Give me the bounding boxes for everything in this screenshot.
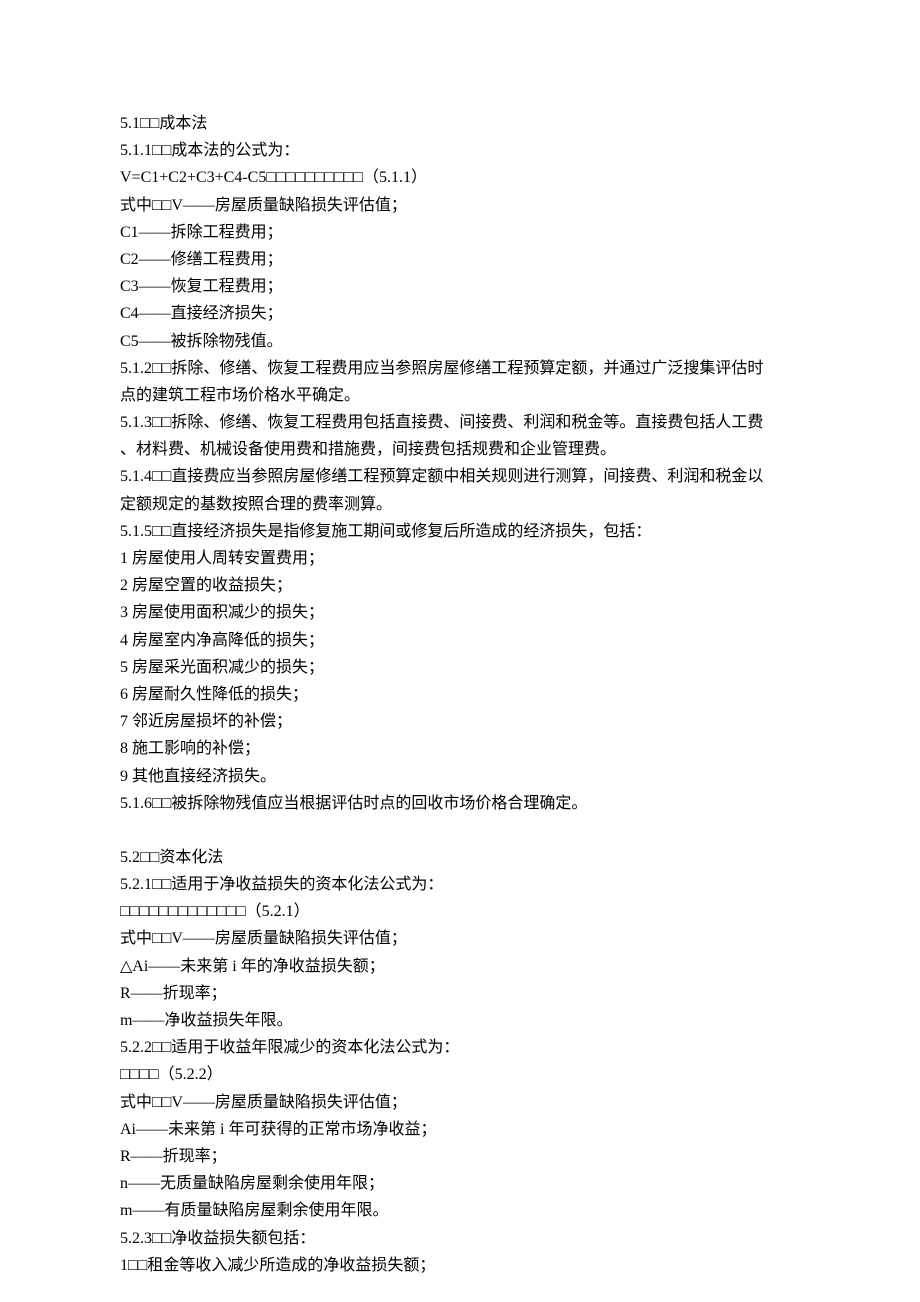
text-line: C4——直接经济损失； bbox=[120, 300, 800, 327]
text-line: 5.2.1□□适用于净收益损失的资本化法公式为： bbox=[120, 871, 800, 898]
text-line: 5.2□□资本化法 bbox=[120, 844, 800, 871]
text-line: 式中□□V——房屋质量缺陷损失评估值； bbox=[120, 925, 800, 952]
text-line: 2 房屋空置的收益损失； bbox=[120, 572, 800, 599]
text-line: 5.1□□成本法 bbox=[120, 110, 800, 137]
text-line: 5.2.2□□适用于收益年限减少的资本化法公式为： bbox=[120, 1034, 800, 1061]
text-line: R——折现率； bbox=[120, 980, 800, 1007]
text-line: 8 施工影响的补偿； bbox=[120, 735, 800, 762]
text-line: n——无质量缺陷房屋剩余使用年限； bbox=[120, 1170, 800, 1197]
text-line: 4 房屋室内净高降低的损失； bbox=[120, 627, 800, 654]
text-line: C2——修缮工程费用； bbox=[120, 246, 800, 273]
blank-line bbox=[120, 817, 800, 844]
text-line: m——有质量缺陷房屋剩余使用年限。 bbox=[120, 1197, 800, 1224]
text-line: 3 房屋使用面积减少的损失； bbox=[120, 599, 800, 626]
text-line: □□□□□□□□□□□□□（5.2.1） bbox=[120, 898, 800, 925]
text-line: 5.1.4□□直接费应当参照房屋修缮工程预算定额中相关规则进行测算，间接费、利润… bbox=[120, 463, 800, 490]
text-line: C1——拆除工程费用； bbox=[120, 219, 800, 246]
text-line: 、材料费、机械设备使用费和措施费，间接费包括规费和企业管理费。 bbox=[120, 436, 800, 463]
text-line: C3——恢复工程费用； bbox=[120, 273, 800, 300]
text-line: 1 房屋使用人周转安置费用； bbox=[120, 545, 800, 572]
text-line: 5.1.2□□拆除、修缮、恢复工程费用应当参照房屋修缮工程预算定额，并通过广泛搜… bbox=[120, 355, 800, 382]
text-line: 5 房屋采光面积减少的损失； bbox=[120, 654, 800, 681]
document-body: 5.1□□成本法5.1.1□□成本法的公式为：V=C1+C2+C3+C4-C5□… bbox=[120, 110, 800, 1279]
text-line: 5.1.6□□被拆除物残值应当根据评估时点的回收市场价格合理确定。 bbox=[120, 790, 800, 817]
text-line: C5——被拆除物残值。 bbox=[120, 328, 800, 355]
text-line: 6 房屋耐久性降低的损失； bbox=[120, 681, 800, 708]
text-line: 5.1.5□□直接经济损失是指修复施工期间或修复后所造成的经济损失，包括： bbox=[120, 518, 800, 545]
text-line: □□□□（5.2.2） bbox=[120, 1061, 800, 1088]
text-line: m——净收益损失年限。 bbox=[120, 1007, 800, 1034]
text-line: 点的建筑工程市场价格水平确定。 bbox=[120, 382, 800, 409]
text-line: V=C1+C2+C3+C4-C5□□□□□□□□□□（5.1.1） bbox=[120, 164, 800, 191]
text-line: 5.1.1□□成本法的公式为： bbox=[120, 137, 800, 164]
text-line: 式中□□V——房屋质量缺陷损失评估值； bbox=[120, 1089, 800, 1116]
text-line: 1□□租金等收入减少所造成的净收益损失额； bbox=[120, 1252, 800, 1279]
text-line: 9 其他直接经济损失。 bbox=[120, 763, 800, 790]
text-line: 5.1.3□□拆除、修缮、恢复工程费用包括直接费、间接费、利润和税金等。直接费包… bbox=[120, 409, 800, 436]
text-line: 5.2.3□□净收益损失额包括： bbox=[120, 1225, 800, 1252]
text-line: Ai——未来第 i 年可获得的正常市场净收益； bbox=[120, 1116, 800, 1143]
text-line: 定额规定的基数按照合理的费率测算。 bbox=[120, 491, 800, 518]
text-line: R——折现率； bbox=[120, 1143, 800, 1170]
text-line: 7 邻近房屋损坏的补偿； bbox=[120, 708, 800, 735]
text-line: 式中□□V——房屋质量缺陷损失评估值； bbox=[120, 192, 800, 219]
text-line: △Ai——未来第 i 年的净收益损失额； bbox=[120, 953, 800, 980]
